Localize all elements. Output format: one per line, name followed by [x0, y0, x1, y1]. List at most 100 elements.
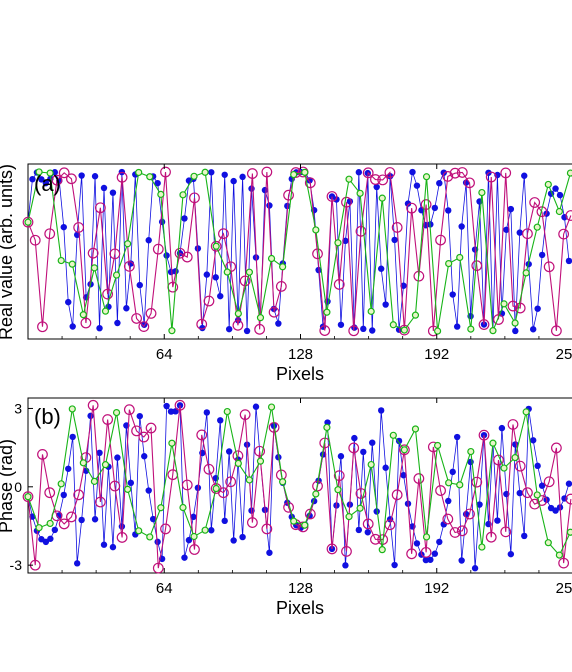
- data-point: [400, 471, 407, 479]
- data-point: [543, 261, 555, 273]
- data-point: [378, 546, 386, 554]
- data-point: [326, 543, 338, 555]
- y-tick-label: 3: [14, 400, 22, 416]
- data-point: [400, 282, 407, 289]
- data-point: [558, 228, 570, 240]
- x-tick-label: 25: [556, 580, 572, 597]
- data-point: [239, 409, 251, 421]
- data-point: [544, 539, 552, 547]
- data-point: [145, 308, 157, 319]
- data-point: [422, 533, 431, 541]
- data-point: [78, 172, 85, 179]
- x-tick-label: 64: [156, 346, 173, 363]
- data-point: [464, 177, 475, 189]
- data-point: [445, 207, 452, 214]
- data-point: [348, 325, 360, 337]
- data-point: [234, 459, 242, 468]
- data-point: [279, 478, 287, 486]
- data-point: [254, 323, 266, 335]
- data-point: [256, 457, 265, 465]
- data-point: [46, 169, 54, 177]
- data-point: [112, 271, 121, 279]
- x-tick-label: 128: [288, 346, 313, 363]
- data-point: [91, 173, 99, 180]
- data-point: [544, 180, 552, 189]
- data-point: [427, 556, 434, 563]
- data-point: [373, 183, 380, 191]
- data-point: [190, 532, 198, 541]
- data-point: [529, 326, 537, 333]
- data-point: [90, 477, 99, 485]
- data-point: [100, 184, 108, 192]
- data-point: [138, 431, 150, 443]
- data-point: [458, 557, 465, 564]
- data-point: [389, 431, 397, 439]
- data-point: [337, 321, 345, 328]
- x-tick-label: 192: [424, 580, 449, 597]
- data-point: [60, 223, 67, 231]
- data-point: [382, 464, 389, 471]
- data-point: [221, 171, 228, 178]
- data-point: [449, 527, 461, 538]
- data-point: [65, 465, 72, 472]
- data-point: [445, 497, 452, 505]
- data-point: [534, 462, 541, 470]
- data-point: [550, 442, 562, 454]
- data-point: [355, 169, 363, 176]
- data-point: [80, 317, 92, 329]
- data-point: [341, 546, 352, 557]
- data-point: [203, 271, 211, 278]
- data-point: [212, 484, 220, 493]
- data-point: [201, 526, 209, 534]
- data-point: [266, 549, 273, 556]
- panel-a-x-axis: 64 128 192 25: [61, 164, 572, 363]
- data-point: [342, 562, 349, 569]
- data-point: [434, 441, 442, 450]
- data-point: [66, 511, 77, 523]
- data-point: [127, 479, 135, 487]
- data-point: [436, 179, 443, 187]
- data-point: [500, 526, 512, 538]
- data-point: [46, 519, 54, 528]
- data-point: [225, 448, 233, 455]
- data-point: [109, 543, 117, 551]
- data-point: [66, 173, 77, 185]
- panel-a-x-axis-label: Pixels: [276, 364, 324, 384]
- data-point: [136, 412, 143, 420]
- data-point: [333, 470, 345, 482]
- data-point: [60, 491, 67, 499]
- data-point: [529, 437, 537, 444]
- data-point: [360, 325, 367, 333]
- data-point: [319, 325, 331, 336]
- x-tick-label: 128: [288, 580, 313, 597]
- data-point: [163, 252, 170, 259]
- data-point: [51, 526, 59, 534]
- data-point: [552, 185, 559, 192]
- data-point: [44, 487, 56, 499]
- data-point: [268, 306, 280, 318]
- data-point: [239, 275, 251, 287]
- data-point: [261, 166, 273, 178]
- data-point: [511, 319, 519, 327]
- data-point: [514, 302, 526, 314]
- data-point: [485, 531, 497, 543]
- data-point: [254, 445, 266, 457]
- data-point: [185, 536, 193, 544]
- data-point: [154, 538, 161, 546]
- data-point: [507, 300, 519, 312]
- data-point: [362, 167, 374, 179]
- data-point: [493, 314, 504, 325]
- data-point: [225, 325, 233, 333]
- data-point: [521, 172, 528, 179]
- data-point: [116, 171, 128, 183]
- data-point: [449, 468, 456, 476]
- data-point: [101, 461, 110, 469]
- y-tick-label: -3: [10, 557, 23, 573]
- data-point: [218, 487, 229, 499]
- data-point: [435, 234, 446, 246]
- data-point: [57, 480, 65, 488]
- data-point: [413, 540, 421, 547]
- data-point: [370, 174, 381, 185]
- data-point: [536, 495, 548, 506]
- data-point: [266, 202, 273, 209]
